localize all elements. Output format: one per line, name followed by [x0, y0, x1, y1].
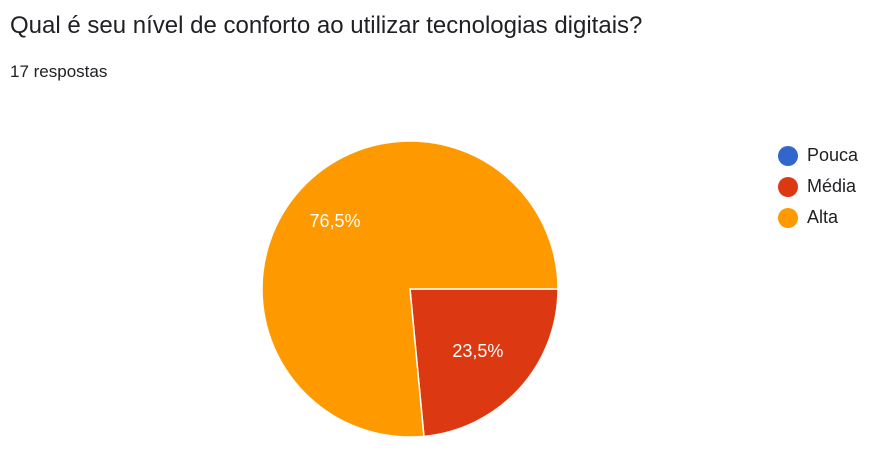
legend-swatch-alta: [778, 207, 798, 228]
legend-swatch-pouca: [778, 145, 798, 166]
pie-slice-media[interactable]: [409, 288, 559, 438]
chart-legend: Pouca Média Alta: [778, 140, 858, 233]
response-count: 17 respostas: [10, 62, 108, 81]
legend-label-alta: Alta: [807, 207, 839, 227]
pie-slice-alta[interactable]: [261, 140, 559, 438]
pie-slices: [261, 140, 559, 438]
legend-item-media[interactable]: Média: [778, 171, 858, 202]
pie-slice-label-media: 23,5%: [452, 341, 503, 361]
legend-label-pouca: Pouca: [807, 145, 859, 165]
question-title: Qual é seu nível de conforto ao utilizar…: [10, 12, 643, 39]
legend-item-alta[interactable]: Alta: [778, 202, 858, 233]
legend-label-media: Média: [807, 176, 857, 196]
pie-slice-label-alta: 76,5%: [309, 211, 360, 231]
legend-item-pouca[interactable]: Pouca: [778, 140, 858, 171]
pie-labels: 23,5% 76,5%: [309, 211, 503, 361]
legend-swatch-media: [778, 176, 798, 197]
